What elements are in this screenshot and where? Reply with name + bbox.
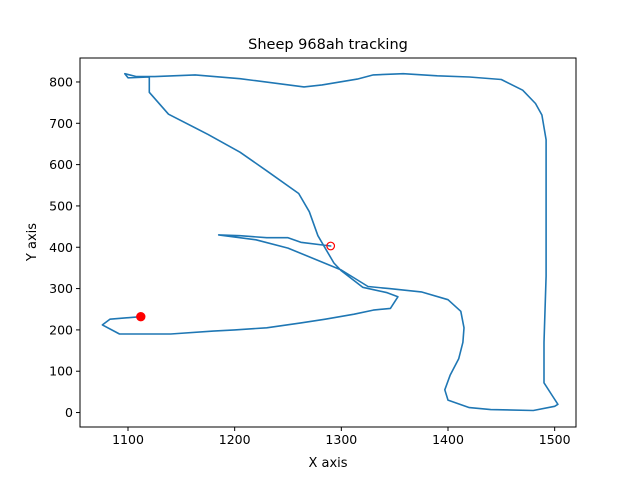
y-tick-label: 400 <box>49 240 73 255</box>
x-axis-label: X axis <box>308 456 347 471</box>
y-tick-label: 100 <box>49 364 73 379</box>
x-tick-label: 1400 <box>432 432 464 447</box>
y-tick-label: 700 <box>49 116 73 131</box>
y-tick-label: 0 <box>65 405 73 420</box>
y-tick-label: 500 <box>49 198 73 213</box>
chart-title: Sheep 968ah tracking <box>248 37 408 53</box>
y-axis-ticks: 0 100 200 300 400 500 600 700 800 <box>49 74 80 420</box>
y-tick-label: 300 <box>49 281 73 296</box>
y-axis-label: Y axis <box>25 223 40 262</box>
plot-frame <box>79 57 577 428</box>
plot-area <box>79 57 577 428</box>
x-tick-label: 1500 <box>539 432 571 447</box>
y-tick-label: 600 <box>49 157 73 172</box>
start-point-marker <box>136 311 146 322</box>
track-line <box>101 72 559 412</box>
x-tick-label: 1200 <box>219 432 251 447</box>
end-point-marker <box>326 241 336 251</box>
x-tick-label: 1100 <box>112 432 144 447</box>
marker-layer <box>136 241 336 322</box>
x-tick-label: 1300 <box>325 432 357 447</box>
y-tick-label: 200 <box>49 322 73 337</box>
series-layer <box>101 72 559 412</box>
y-tick-label: 800 <box>49 74 73 89</box>
x-axis-ticks: 1100 1200 1300 1400 1500 <box>112 427 571 447</box>
